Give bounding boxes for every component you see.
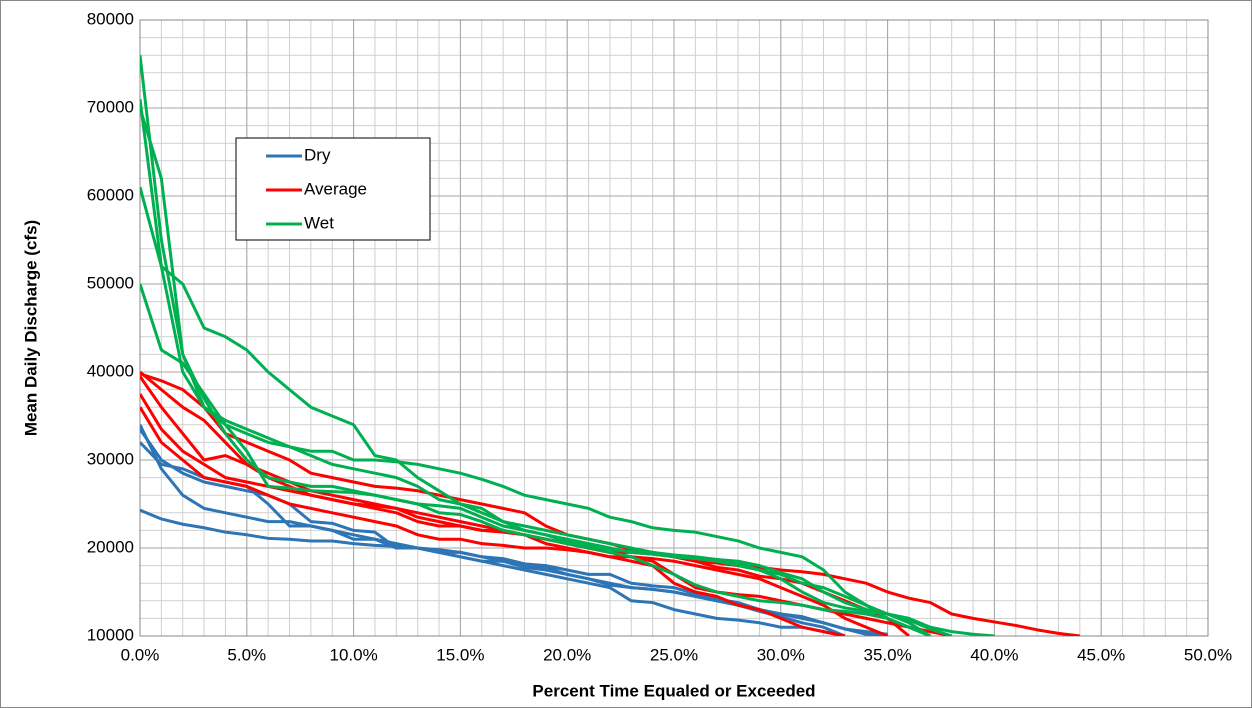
plot-lines [140,55,1081,636]
legend-label: Dry [304,145,331,164]
y-tick-label: 10000 [87,625,134,644]
y-tick-label: 70000 [87,97,134,116]
y-tick-label: 80000 [87,9,134,28]
series-line [140,424,846,636]
x-tick-label: 50.0% [1184,645,1232,664]
x-tick-label: 15.0% [436,645,484,664]
series-line [140,406,846,636]
x-tick-label: 25.0% [650,645,698,664]
y-tick-label: 60000 [87,185,134,204]
series-line [140,283,953,636]
y-tick-label: 50000 [87,273,134,292]
series-line [140,186,995,636]
plot-border [139,19,1209,637]
legend-label: Wet [304,213,334,232]
x-tick-label: 30.0% [757,645,805,664]
x-axis-title: Percent Time Equaled or Exceeded [532,681,815,700]
y-axis-title: Mean Daily Discharge (cfs) [21,220,40,436]
x-tick-label: 20.0% [543,645,591,664]
y-tick-label: 20000 [87,537,134,556]
series-line [140,107,931,636]
x-tick-label: 5.0% [227,645,266,664]
legend-label: Average [304,179,367,198]
x-tick-label: 0.0% [121,645,160,664]
y-tick-label: 40000 [87,361,134,380]
series-line [140,428,846,636]
series-line [140,55,931,636]
y-tick-label: 30000 [87,449,134,468]
x-tick-label: 10.0% [329,645,377,664]
x-tick-label: 40.0% [970,645,1018,664]
series-line [140,99,932,636]
x-tick-label: 35.0% [863,645,911,664]
x-tick-label: 45.0% [1077,645,1125,664]
